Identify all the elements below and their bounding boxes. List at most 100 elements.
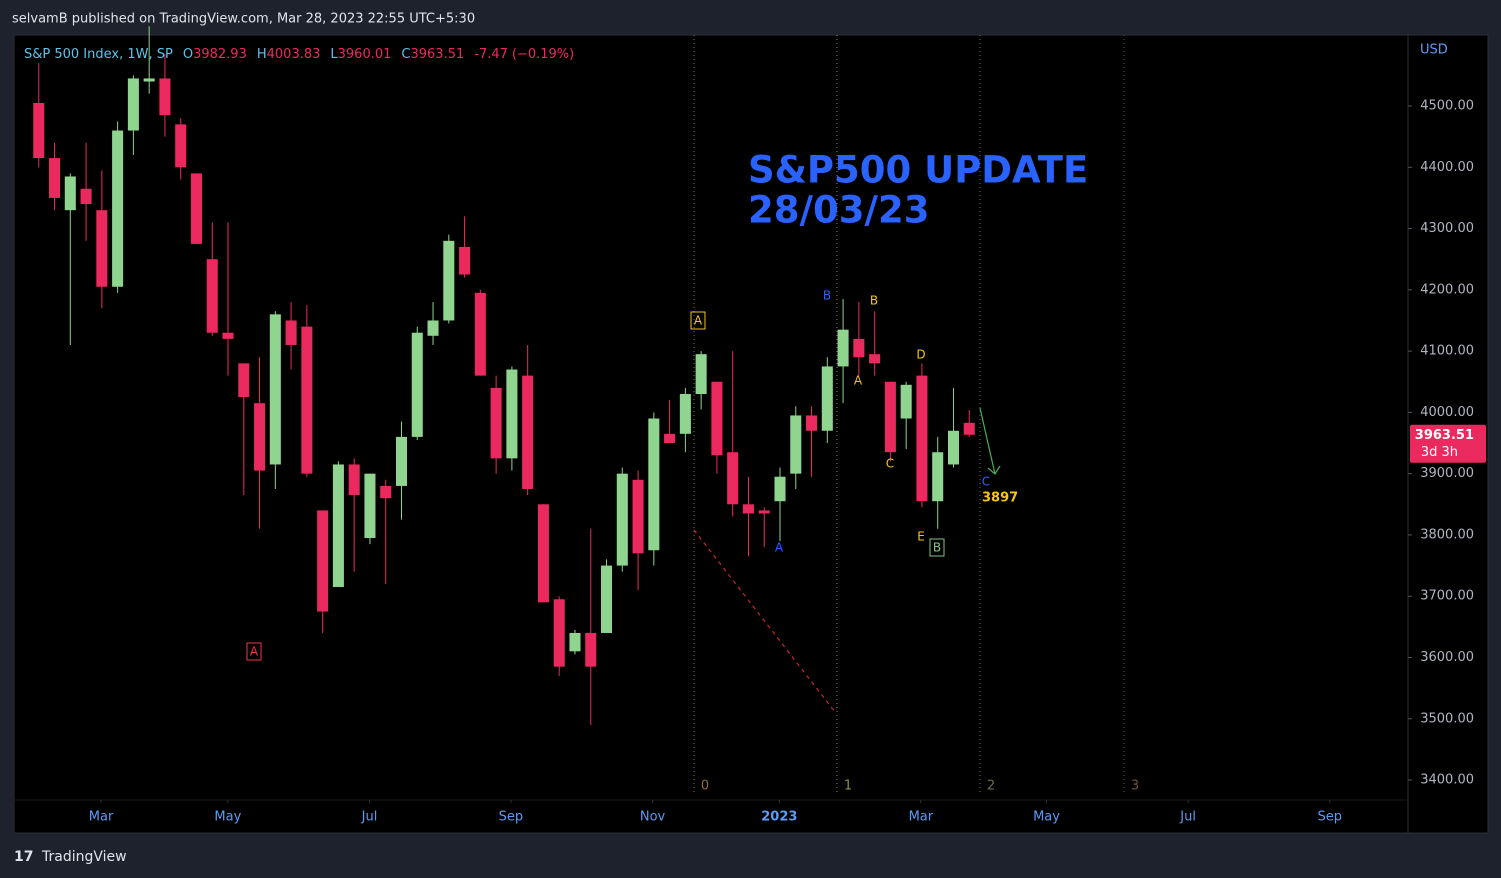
y-tick-label: 4000.00 (1420, 405, 1474, 420)
candle-body (774, 476, 786, 502)
plot (33, 26, 975, 725)
wave-label: B (933, 541, 941, 555)
countdown: 3d 3h (1421, 445, 1458, 460)
candle-body (364, 473, 376, 538)
candle-body (127, 78, 139, 131)
wave-label: B (823, 289, 831, 303)
candle-body (506, 369, 518, 459)
candle-body (285, 320, 297, 345)
time-zone-label: 2 (987, 779, 995, 794)
candle-body (711, 381, 723, 456)
candle-body (790, 415, 802, 474)
candle-body (821, 366, 833, 431)
change-pct: (−0.19%) (512, 47, 574, 62)
candle-body (664, 433, 676, 444)
candle-body (175, 124, 187, 168)
candle-body (569, 632, 581, 652)
candle-body (33, 102, 45, 159)
candle-body (616, 473, 628, 566)
legend-key: O (183, 47, 193, 62)
last-price: 3963.51 (1415, 428, 1474, 443)
wave-label: A (854, 374, 863, 388)
candle-body (806, 415, 818, 431)
candle-body (758, 510, 770, 514)
legend-key: H (257, 47, 267, 62)
candle-body (459, 246, 471, 275)
candle-body (80, 188, 92, 205)
wave-label: E (917, 530, 925, 544)
candle-body (585, 632, 597, 667)
wave-label: A (694, 314, 703, 328)
wave-label: C (982, 475, 990, 489)
x-tick-label: May (1033, 810, 1060, 825)
candle-body (537, 504, 549, 603)
candle-body (301, 326, 313, 474)
candle-body (143, 78, 155, 82)
price-tag (1410, 424, 1486, 463)
candle-body (190, 173, 202, 244)
candle-body (947, 430, 959, 465)
candle-body (96, 210, 108, 287)
candle-body (269, 314, 281, 465)
logo-mark: 17 (14, 849, 33, 865)
x-tick-label: Sep (1318, 810, 1343, 825)
y-tick-label: 4300.00 (1420, 221, 1474, 236)
candle-body (742, 504, 754, 514)
candle-body (49, 158, 61, 198)
change: -7.47 (474, 47, 508, 62)
wave-label: D (916, 348, 925, 362)
candle-body (522, 375, 534, 489)
candle-body (380, 485, 392, 499)
candle-body (490, 387, 502, 459)
y-tick-label: 3500.00 (1420, 711, 1474, 726)
y-tick-label: 3900.00 (1420, 466, 1474, 481)
wave-label: C (886, 457, 894, 471)
candle-body (411, 332, 423, 437)
chart-title: S&P 500 Index, 1W, SP (24, 47, 173, 62)
x-tick-label: Sep (499, 810, 524, 825)
candle-body (112, 130, 124, 287)
y-tick-label: 4500.00 (1420, 99, 1474, 114)
candle-body (932, 452, 944, 502)
x-tick-label: Mar (909, 810, 934, 825)
legend-value: 3963.51 (410, 47, 464, 62)
time-zone-label: 1 (844, 779, 852, 794)
y-tick-label: 3800.00 (1420, 527, 1474, 542)
candle-body (159, 78, 171, 116)
candle-body (648, 418, 660, 551)
candle-body (853, 338, 865, 358)
legend: S&P 500 Index, 1W, SP O3982.93 H4003.83 L39… (24, 47, 574, 62)
y-tick-label: 3700.00 (1420, 589, 1474, 604)
legend-value: 3960.01 (338, 47, 392, 62)
trend-line (693, 529, 836, 713)
projection-arrow (979, 407, 1001, 475)
x-tick-label: Mar (89, 810, 114, 825)
candle-body (317, 510, 329, 612)
legend-value: 4003.83 (267, 47, 321, 62)
y-tick-label: 3400.00 (1420, 773, 1474, 788)
candle-body (254, 403, 266, 471)
wave-label: B (870, 294, 878, 308)
candle-body (916, 375, 928, 502)
wave-label: A (775, 541, 784, 555)
wave-box (690, 311, 706, 330)
headline: 28/03/23 (748, 189, 930, 232)
time-zone-label: 0 (701, 779, 709, 794)
time-zone-label: 3 (1131, 779, 1139, 794)
candle-body (222, 332, 234, 339)
x-tick-label: May (214, 810, 241, 825)
candle-body (695, 354, 707, 395)
candle-body (238, 363, 250, 398)
candle-body (474, 292, 486, 376)
wave-label: A (250, 645, 259, 659)
brand: TradingView (41, 849, 127, 865)
legend-key: L (330, 47, 338, 62)
candle-body (727, 452, 739, 505)
candle-body (679, 394, 691, 434)
publisher: selvamB published on TradingView.com, Ma… (12, 12, 475, 27)
x-tick-label: 2023 (761, 810, 797, 825)
x-tick-label: Nov (640, 810, 666, 825)
candle-body (395, 436, 408, 486)
